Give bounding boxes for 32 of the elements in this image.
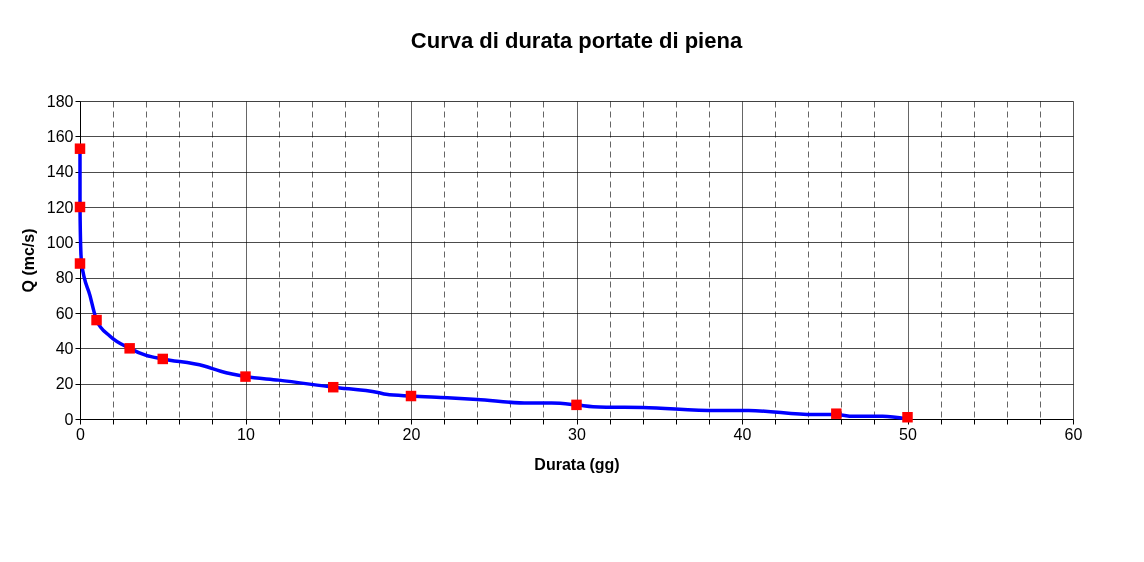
point [74,258,86,269]
point [327,381,339,393]
y-tick-label: 0 [64,410,74,428]
point [74,143,86,154]
point [74,201,86,213]
point [240,371,251,382]
x-tick-label: 60 [1064,425,1083,443]
chart-title: Curva di durata portate di piena [410,28,743,53]
point [405,390,417,402]
x-tick-label: 20 [402,425,421,443]
y-tick-label: 40 [55,339,74,357]
y-tick-label: 120 [46,198,74,216]
y-tick-label: 100 [46,233,74,251]
y-tick-label: 140 [46,163,74,181]
point [157,353,168,365]
point [571,399,582,411]
point [91,314,102,326]
point [902,411,913,423]
point [831,408,842,419]
y-tick-label: 160 [46,127,74,145]
y-tick-label: 180 [46,92,74,110]
point [124,343,135,354]
y-tick-label: 80 [55,269,74,287]
y-axis-title: Q (mc/s) [19,228,37,293]
y-tick-label: 20 [55,375,74,393]
x-tick-label: 30 [568,425,586,443]
x-axis-title: Durata (gg) [534,455,620,473]
x-tick-label: 0 [76,425,86,443]
x-tick-label: 10 [237,425,255,443]
x-tick-label: 50 [899,425,917,443]
y-tick-label: 60 [55,304,74,322]
x-tick-label: 40 [733,425,752,443]
